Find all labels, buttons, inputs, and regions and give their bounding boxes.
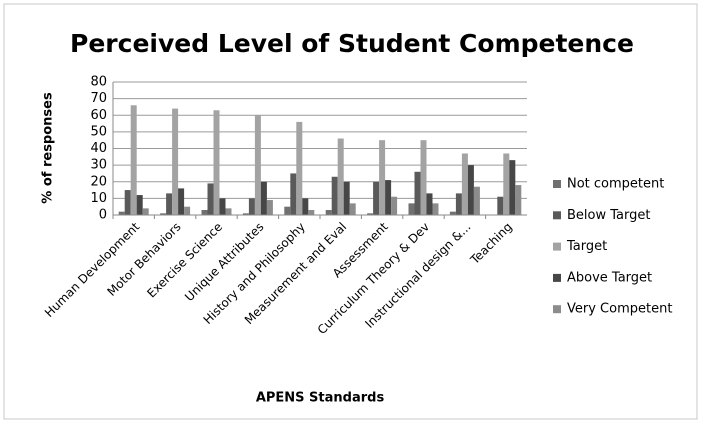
bar [337,138,344,215]
bar [136,195,143,215]
bar [467,165,474,215]
legend-label: Target [566,239,607,254]
bar [325,210,332,215]
bar [172,108,179,215]
bar [142,208,149,215]
bar [385,180,392,215]
bar [473,186,480,215]
y-tick-label: 20 [90,174,107,189]
bar [296,121,303,215]
bar [461,153,468,215]
bar [515,185,522,215]
bar [225,208,232,215]
legend-swatch [553,211,561,220]
bar [349,203,356,215]
bar [379,140,386,215]
y-tick-label: 50 [90,124,107,139]
bar [254,115,261,215]
bar [343,181,350,215]
bar [455,193,462,215]
bar [331,176,338,215]
bar [302,198,309,215]
bar [260,181,267,215]
bar [242,213,249,215]
bar [130,105,137,215]
legend-label: Below Target [567,208,650,223]
bar [432,203,439,215]
y-tick-label: 0 [99,208,107,223]
bar [124,190,131,215]
legend-swatch [553,305,561,314]
bar [219,198,226,215]
legend-swatch [553,273,561,282]
y-axis-label: % of responses [41,92,56,204]
y-tick-label: 80 [90,75,107,90]
bar [207,183,214,215]
bar [284,206,291,215]
bar [213,110,220,215]
bar [201,210,208,215]
bar [503,153,510,215]
y-tick-label: 30 [90,158,107,173]
chart-title: Perceived Level of Student Competence [70,29,634,58]
y-tick-label: 60 [90,108,107,123]
bar [266,200,273,215]
legend-label: Above Target [567,270,652,285]
legend-swatch [553,180,561,188]
legend-label: Very Competent [567,302,672,317]
bar [367,213,374,215]
y-tick-label: 70 [90,91,107,106]
bar [414,171,421,215]
bar [497,196,504,215]
bar [160,213,167,215]
bar [509,160,516,215]
bar [184,206,191,215]
legend-label: Not competent [567,177,664,192]
bar [420,140,427,215]
bar [391,196,398,215]
bar [308,210,315,215]
bar [408,203,415,215]
bar [118,211,125,215]
bar [373,181,380,215]
bar [178,188,185,215]
y-tick-label: 10 [90,191,107,206]
bar [449,211,456,215]
bar [248,198,255,215]
bar [166,193,173,215]
x-axis-label: APENS Standards [256,391,385,406]
bar [290,173,297,215]
y-tick-label: 40 [90,141,107,156]
bar [426,193,433,215]
legend-swatch [553,242,561,251]
